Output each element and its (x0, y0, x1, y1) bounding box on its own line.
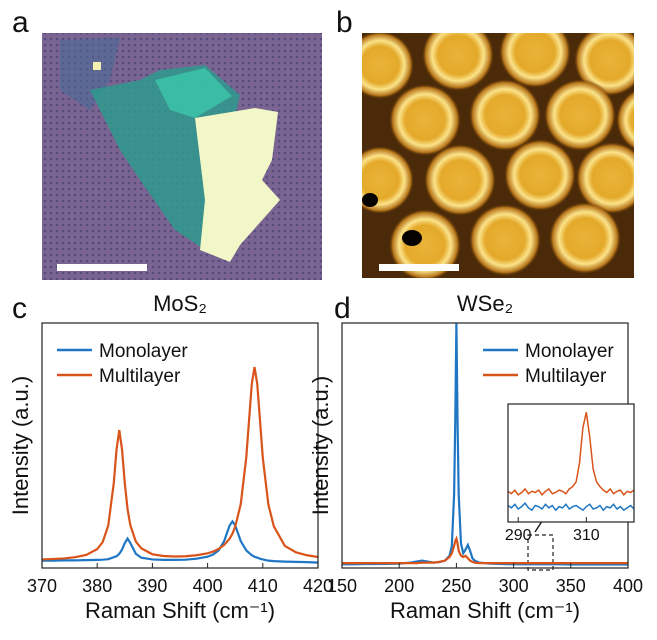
x-tick-label: 310 (573, 527, 600, 544)
x-axis-label: Raman Shift (cm⁻¹) (390, 598, 580, 623)
y-axis-label: Intensity (a.u.) (308, 376, 333, 515)
chart-title: WSe₂ (457, 291, 513, 316)
optical-image (42, 33, 322, 280)
panel-label: b (336, 6, 353, 39)
x-tick-label: 200 (384, 576, 414, 596)
x-tick-label: 150 (327, 576, 357, 596)
panel-label: d (334, 292, 351, 325)
x-tick-label: 400 (613, 576, 643, 596)
x-axis-label: Raman Shift (cm⁻¹) (85, 598, 275, 623)
figure: a b c d 370380390400410420MoS₂Raman Shif… (0, 0, 657, 635)
legend-label: Monolayer (99, 341, 188, 362)
inset-background (508, 404, 634, 522)
x-tick-label: 380 (82, 576, 112, 596)
afm-image (346, 16, 657, 281)
x-tick-label: 370 (27, 576, 57, 596)
x-tick-label: 350 (556, 576, 586, 596)
legend-label: Monolayer (525, 341, 614, 362)
panel-label: c (12, 292, 27, 325)
x-tick-label: 390 (137, 576, 167, 596)
series-line (42, 367, 318, 559)
legend-label: Multilayer (99, 366, 181, 387)
x-tick-label: 290 (505, 527, 532, 544)
chart-title: MoS₂ (153, 291, 207, 316)
panel-label: a (12, 6, 29, 39)
x-tick-label: 300 (499, 576, 529, 596)
y-axis-label: Intensity (a.u.) (8, 376, 33, 515)
x-tick-label: 410 (248, 576, 278, 596)
x-tick-label: 250 (441, 576, 471, 596)
legend-label: Multilayer (525, 366, 607, 387)
x-tick-label: 400 (193, 576, 223, 596)
